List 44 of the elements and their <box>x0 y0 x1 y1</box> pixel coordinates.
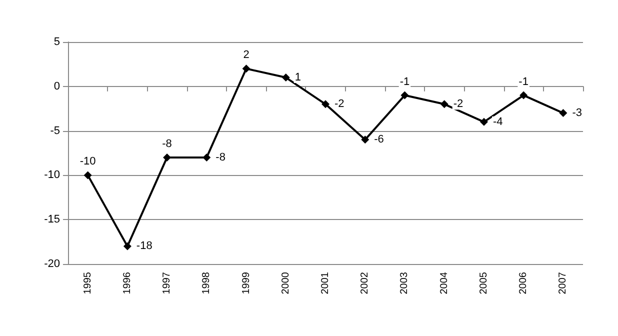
point <box>559 109 568 118</box>
x-tick-label: 2006 <box>518 272 530 294</box>
point <box>480 118 488 126</box>
point <box>520 91 528 100</box>
x-tick-label: 2000 <box>280 272 292 294</box>
y-tick-label: 0 <box>54 80 60 92</box>
data-label: 2 <box>243 49 250 62</box>
data-label: -6 <box>374 134 384 146</box>
y-tick-label: -20 <box>44 258 60 270</box>
y-tick-label: -15 <box>44 214 60 226</box>
data-label: -8 <box>162 138 172 150</box>
x-tick-label: 2002 <box>360 272 371 294</box>
x-tick-label: 2001 <box>320 272 331 294</box>
y-tick-label: -10 <box>44 169 60 182</box>
x-tick-label: 1997 <box>162 272 173 294</box>
x-tick-label: 1998 <box>201 272 212 294</box>
point <box>202 153 211 162</box>
x-tick-label: 1996 <box>122 272 133 294</box>
data-label: -4 <box>492 116 503 128</box>
data-label: 1 <box>294 72 302 84</box>
y-tick-label: -5 <box>50 124 60 137</box>
data-label: -18 <box>136 240 152 252</box>
point <box>361 136 370 144</box>
data-label: -2 <box>334 98 344 110</box>
x-tick-label: 2007 <box>558 272 569 294</box>
data-label: -1 <box>518 76 528 88</box>
point <box>400 91 409 100</box>
data-label: -2 <box>453 98 464 110</box>
y-tick-label: 5 <box>54 36 60 48</box>
point <box>84 171 92 180</box>
point <box>242 64 250 73</box>
data-label: -10 <box>80 156 96 168</box>
x-tick-label: 2005 <box>478 272 490 294</box>
data-label: -1 <box>400 76 410 88</box>
x-tick-label: 1999 <box>240 272 252 294</box>
x-tick-label: 1995 <box>82 272 94 294</box>
point <box>282 74 290 82</box>
point <box>322 100 330 108</box>
x-tick-label: 2004 <box>438 272 450 294</box>
data-label: -3 <box>572 107 582 120</box>
point <box>440 100 448 108</box>
data-label: -8 <box>216 151 226 164</box>
x-tick-label: 2003 <box>399 272 410 294</box>
point <box>123 242 132 250</box>
